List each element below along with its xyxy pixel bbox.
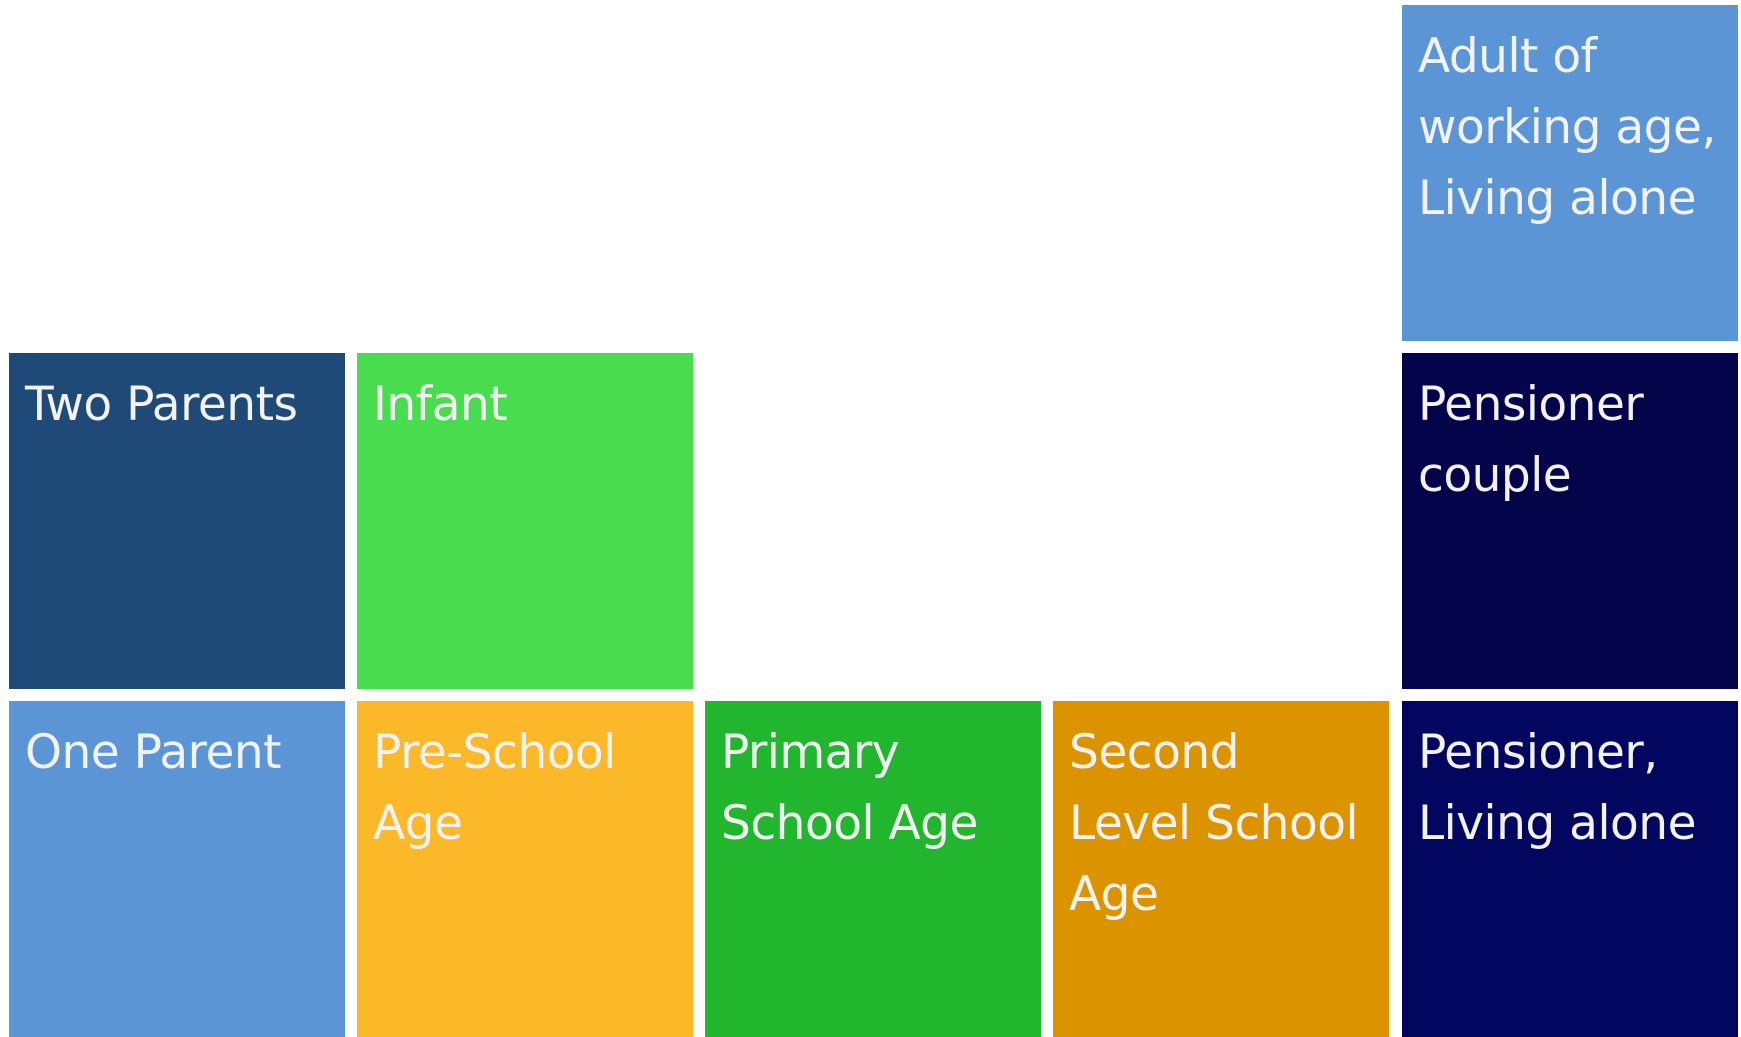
tile-pre-school-age: Pre-School Age [357,701,693,1037]
tile-adult-working-age-living-alone: Adult of working age, Living alone [1402,5,1738,341]
tile-label: Primary School Age [721,725,978,851]
tile-label: Second Level School Age [1069,725,1359,922]
tile-two-parents: Two Parents [9,353,345,689]
tile-label: One Parent [25,725,282,780]
tile-primary-school-age: Primary School Age [705,701,1041,1037]
tile-second-level-school-age: Second Level School Age [1053,701,1389,1037]
tile-label: Pensioner, Living alone [1418,725,1697,851]
tile-label: Infant [373,377,508,432]
tile-pensioner-living-alone: Pensioner, Living alone [1402,701,1738,1037]
tile-label: Pensioner couple [1418,377,1644,503]
diagram-title: Individuals into Households [24,0,1124,22]
tile-one-parent: One Parent [9,701,345,1037]
tile-label: Adult of working age, Living alone [1418,29,1716,226]
tile-infant: Infant [357,353,693,689]
tile-label: Two Parents [25,377,298,432]
tile-label: Pre-School Age [373,725,616,851]
tile-pensioner-couple: Pensioner couple [1402,353,1738,689]
